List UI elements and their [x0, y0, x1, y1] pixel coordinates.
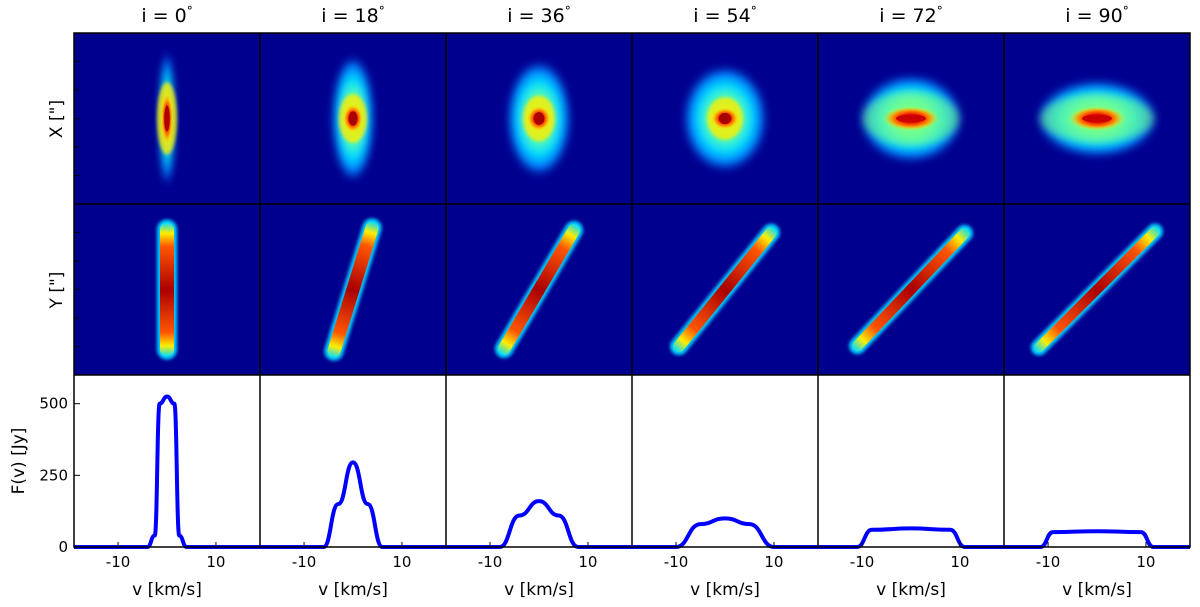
panel-title-5: i = 90° — [1065, 4, 1128, 27]
y-tick-label: 0 — [58, 538, 68, 556]
degree-sign: ° — [937, 4, 943, 18]
x-tick-label: 10 — [578, 553, 597, 571]
spectrum-ylabel: F(v) [Jy] — [9, 428, 29, 495]
x-tick-label: 10 — [1136, 553, 1155, 571]
y-map-3 — [670, 223, 780, 356]
x-axis-label-3: v [km/s] — [690, 580, 760, 600]
degree-sign: ° — [565, 4, 571, 18]
x-axis-label-4: v [km/s] — [876, 580, 946, 600]
y-map-0 — [157, 219, 177, 360]
panel-title-0: i = 0° — [141, 4, 192, 27]
x-map-4 — [857, 73, 965, 164]
y-map-1 — [324, 218, 382, 361]
y-map-2 — [494, 220, 584, 359]
degree-sign: ° — [751, 4, 757, 18]
x-map-2 — [505, 58, 573, 179]
degree-sign: ° — [187, 4, 193, 18]
y-map-4 — [849, 224, 973, 355]
y-map-5 — [1031, 223, 1163, 356]
x-tick-label: -10 — [478, 553, 503, 571]
x-axis-label-1: v [km/s] — [318, 580, 388, 600]
x-map-1 — [330, 53, 376, 184]
x-tick-label: 10 — [206, 553, 225, 571]
x-tick-label: 10 — [392, 553, 411, 571]
x-axis-label-0: v [km/s] — [132, 580, 202, 600]
x-tick-label: -10 — [292, 553, 317, 571]
x-map-0 — [157, 48, 177, 189]
degree-sign: ° — [1123, 4, 1129, 18]
x-map-ylabel: X ["] — [47, 100, 67, 138]
x-tick-label: -10 — [1036, 553, 1061, 571]
panel-title-1: i = 18° — [321, 4, 384, 27]
degree-sign: ° — [379, 4, 385, 18]
x-tick-label: -10 — [850, 553, 875, 571]
y-tick-label: 250 — [39, 466, 68, 484]
y-map-ylabel: Y ["] — [47, 272, 67, 310]
y-tick-label: 500 — [39, 395, 68, 413]
x-axis-label-5: v [km/s] — [1062, 580, 1132, 600]
x-map-5 — [1034, 78, 1160, 159]
x-map-3 — [681, 64, 769, 173]
x-tick-label: -10 — [664, 553, 689, 571]
spectrum-line-0 — [74, 394, 260, 549]
x-axis-label-2: v [km/s] — [504, 580, 574, 600]
panel-title-4: i = 72° — [879, 4, 942, 27]
panel-title-3: i = 54° — [693, 4, 756, 27]
x-tick-label: -10 — [106, 553, 131, 571]
x-tick-label: 10 — [950, 553, 969, 571]
x-tick-label: 10 — [764, 553, 783, 571]
panel-title-2: i = 36° — [507, 4, 570, 27]
